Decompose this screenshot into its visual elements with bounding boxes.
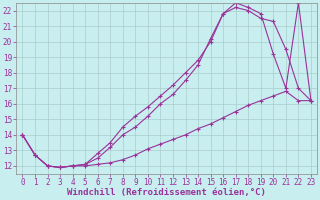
- X-axis label: Windchill (Refroidissement éolien,°C): Windchill (Refroidissement éolien,°C): [67, 188, 266, 197]
